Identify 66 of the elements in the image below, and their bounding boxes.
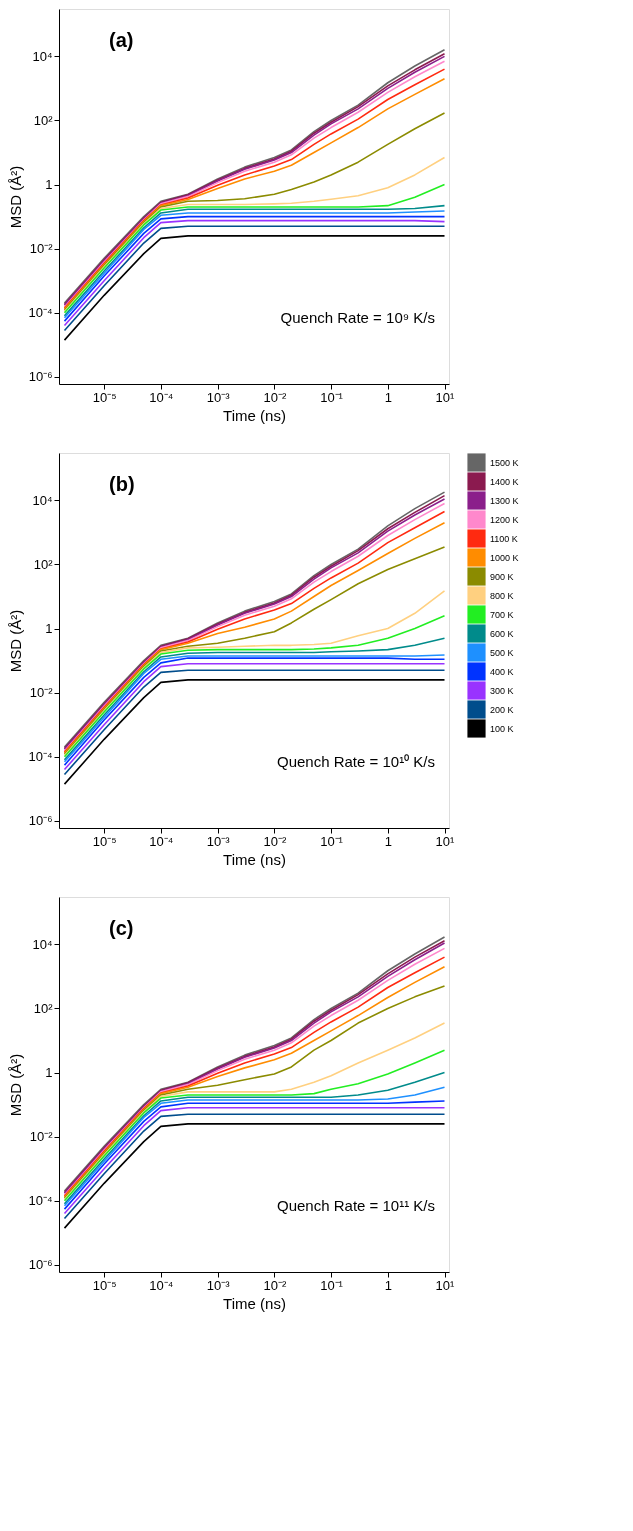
x-tick-label: 10¹ xyxy=(435,389,456,405)
y-tick-label: 1 xyxy=(45,1065,53,1081)
legend-label: 1100 K xyxy=(490,533,518,544)
legend-label: 1300 K xyxy=(490,495,519,506)
legend-label: 700 K xyxy=(490,609,514,620)
legend-label: 1400 K xyxy=(490,476,519,487)
x-tick-label: 10⁻⁴ xyxy=(149,833,174,849)
y-tick-label: 10² xyxy=(33,1000,54,1016)
annotation: (b) xyxy=(109,473,135,495)
x-tick-label: 10⁻⁴ xyxy=(149,389,174,405)
x-tick-label: 10⁻⁵ xyxy=(92,833,117,849)
annotation: Quench Rate = 10⁹ K/s xyxy=(280,309,435,326)
x-tick-label: 10⁻¹ xyxy=(320,1277,344,1293)
y-tick-label: 10⁻⁴ xyxy=(28,305,53,321)
legend-label: 600 K xyxy=(490,628,514,639)
x-tick-label: 10¹ xyxy=(435,833,456,849)
x-axis-title: Time (ns) xyxy=(223,1294,286,1312)
x-tick-label: 10⁻² xyxy=(263,389,287,405)
x-tick-label: 10⁻³ xyxy=(206,833,231,849)
legend-label: 300 K xyxy=(490,685,514,696)
y-axis-title: MSD (Å²) xyxy=(7,165,25,229)
x-tick-label: 10⁻² xyxy=(263,833,287,849)
x-tick-label: 1 xyxy=(384,389,392,405)
annotation: (a) xyxy=(109,29,134,51)
y-tick-label: 10⁴ xyxy=(32,48,53,64)
annotation: Quench Rate = 10¹¹ K/s xyxy=(277,1197,435,1214)
y-tick-label: 10⁻⁴ xyxy=(28,1193,53,1209)
annotation: (c) xyxy=(109,917,134,939)
y-tick-label: 10² xyxy=(33,556,54,572)
y-tick-label: 10⁻² xyxy=(29,1129,54,1145)
y-axis-title: MSD (Å²) xyxy=(7,609,25,673)
y-tick-label: 10⁻⁴ xyxy=(28,749,53,765)
y-axis-title: MSD (Å²) xyxy=(7,1053,25,1117)
x-axis-title: Time (ns) xyxy=(223,406,286,424)
y-tick-label: 10⁻² xyxy=(29,241,54,257)
x-tick-label: 10¹ xyxy=(435,1277,456,1293)
x-tick-label: 1 xyxy=(384,833,392,849)
legend-label: 500 K xyxy=(490,647,514,658)
legend-label: 100 K xyxy=(490,723,514,734)
legend-label: 900 K xyxy=(490,571,514,582)
legend-label: 1000 K xyxy=(490,552,519,563)
y-tick-label: 10² xyxy=(33,112,54,128)
y-tick-label: 10⁻⁶ xyxy=(28,1257,53,1273)
legend-label: 200 K xyxy=(490,704,514,715)
x-tick-label: 10⁻⁴ xyxy=(149,1277,174,1293)
y-tick-label: 10⁴ xyxy=(32,936,53,952)
x-tick-label: 10⁻² xyxy=(263,1277,287,1293)
annotation: Quench Rate = 10¹⁰ K/s xyxy=(276,753,435,770)
y-tick-label: 1 xyxy=(45,621,53,637)
legend-label: 1200 K xyxy=(490,514,519,525)
y-tick-label: 10⁻⁶ xyxy=(28,369,53,385)
y-tick-label: 10⁴ xyxy=(32,492,53,508)
x-tick-label: 10⁻¹ xyxy=(320,833,344,849)
legend-label: 1500 K xyxy=(490,457,519,468)
x-tick-label: 1 xyxy=(384,1277,392,1293)
x-tick-label: 10⁻³ xyxy=(206,1277,231,1293)
legend-label: 800 K xyxy=(490,590,514,601)
x-tick-label: 10⁻⁵ xyxy=(92,1277,117,1293)
y-tick-label: 10⁻² xyxy=(29,685,54,701)
legend-label: 400 K xyxy=(490,666,514,677)
y-tick-label: 10⁻⁶ xyxy=(28,813,53,829)
x-tick-label: 10⁻⁵ xyxy=(92,389,117,405)
x-tick-label: 10⁻³ xyxy=(206,389,231,405)
x-tick-label: 10⁻¹ xyxy=(320,389,344,405)
y-tick-label: 1 xyxy=(45,177,53,193)
x-axis-title: Time (ns) xyxy=(223,850,286,868)
